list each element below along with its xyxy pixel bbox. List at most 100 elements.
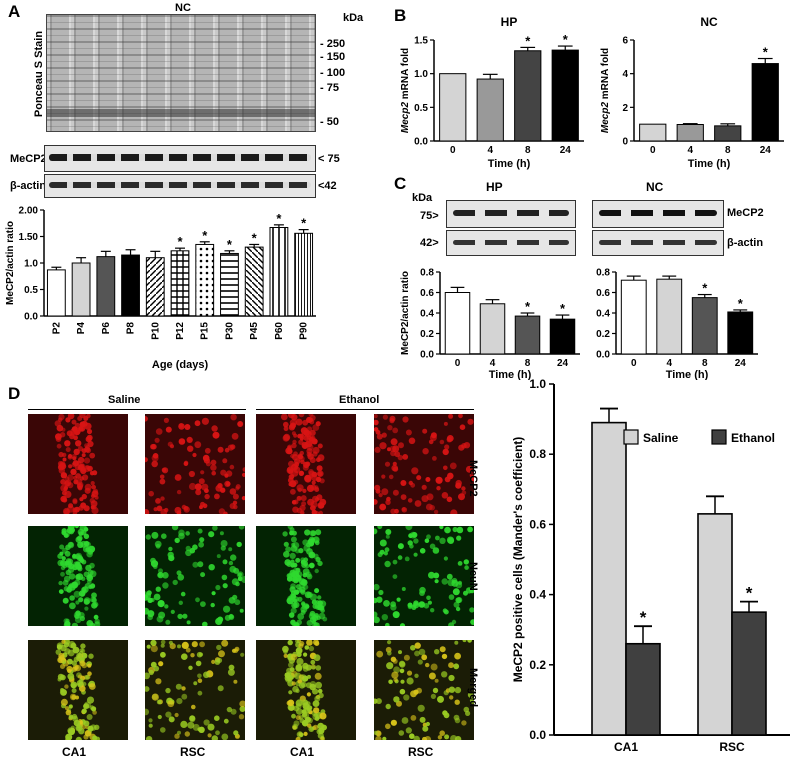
- x-tick-label: 4: [490, 358, 496, 369]
- y-tick-label: 0.6: [420, 288, 434, 299]
- y-tick-label: 0.6: [529, 517, 546, 531]
- kda-label: kDa: [343, 12, 364, 24]
- group-saline: Saline: [108, 394, 141, 406]
- group-ethanol: Ethanol: [339, 394, 380, 406]
- x-tick-label: P90: [299, 322, 310, 340]
- significance-star: *: [276, 211, 282, 226]
- marker-150: - 150: [320, 51, 346, 63]
- bar: [620, 279, 647, 355]
- x-axis-label: Age (days): [152, 359, 209, 371]
- y-tick-label: 6: [622, 36, 628, 47]
- bar: [514, 315, 541, 355]
- bar: [549, 318, 576, 355]
- bar: [697, 513, 733, 736]
- x-tick-label: 4: [487, 145, 493, 156]
- bar: [551, 49, 579, 142]
- x-axis-label: Time (h): [489, 369, 532, 380]
- y-tick-label: 2: [622, 103, 628, 114]
- x-tick-label: P12: [175, 322, 186, 340]
- chart-c-nc-ratio: 0.0 0.2 0.4 0.6 0.8 0 4 * 8 * 24 Time (h): [596, 268, 758, 380]
- panel-label-d: D: [8, 384, 21, 403]
- gel-title: NC: [175, 2, 191, 14]
- y-tick-label: 0.4: [529, 588, 546, 602]
- x-tick-label: P15: [200, 322, 211, 340]
- y-tick-label: 1.5: [414, 36, 428, 47]
- y-tick-label: 1.0: [24, 259, 38, 270]
- bar: [676, 124, 704, 142]
- y-tick-label: 0.4: [596, 309, 610, 320]
- panel-label-b: B: [394, 6, 407, 25]
- bar: [625, 642, 661, 736]
- y-tick-label: 0: [622, 137, 628, 148]
- bar: [145, 257, 165, 317]
- significance-star: *: [525, 33, 531, 48]
- bar: [476, 78, 504, 142]
- bar: [639, 123, 667, 142]
- y-tick-label: 0.2: [529, 658, 546, 672]
- y-tick-label: 1.50: [19, 232, 39, 243]
- x-tick-label: CA1: [614, 740, 638, 754]
- micrograph-merged-ca1-ethanol: [256, 640, 356, 740]
- col-label-ca1-ethanol: CA1: [290, 745, 315, 759]
- c-size-75: 75>: [420, 210, 439, 222]
- x-tick-label: 4: [666, 358, 672, 369]
- x-tick-label: 24: [735, 358, 747, 369]
- micrograph-merged-ca1-saline: [28, 640, 128, 740]
- x-tick-label: P4: [76, 322, 87, 335]
- marker-75: - 75: [320, 82, 339, 94]
- x-tick-label: 0: [631, 358, 637, 369]
- bar: [444, 292, 471, 355]
- c-nc-title: NC: [646, 180, 664, 194]
- micrograph-neun-rsc-ethanol: [374, 526, 474, 626]
- significance-star: *: [525, 299, 531, 314]
- x-tick-label: 8: [702, 358, 708, 369]
- significance-star: *: [202, 228, 208, 243]
- ponceau-gel: [46, 14, 316, 132]
- x-tick-label: P45: [249, 322, 260, 340]
- bar: [244, 246, 264, 317]
- col-label-rsc-saline: RSC: [180, 745, 206, 759]
- bar: [656, 278, 683, 355]
- x-tick-label: P30: [224, 322, 235, 340]
- bar: [479, 303, 506, 355]
- y-tick-label: 0.0: [529, 728, 546, 742]
- bar: [220, 252, 239, 317]
- y-axis-label: MeCP2/actin ratio: [5, 221, 16, 305]
- c-actin-label: β-actin: [727, 237, 764, 249]
- micrograph-mecp2-ca1-saline: [28, 414, 128, 514]
- bar: [727, 311, 754, 355]
- bar: [439, 73, 467, 142]
- x-tick-label: 24: [560, 145, 572, 156]
- significance-star: *: [640, 608, 647, 627]
- significance-star: *: [301, 216, 307, 231]
- y-tick-label: 0.4: [420, 309, 434, 320]
- blot-a-mecp2-size: < 75: [318, 153, 340, 165]
- marker-100: - 100: [320, 67, 346, 79]
- micrograph-mecp2-ca1-ethanol: [256, 414, 356, 514]
- bar: [514, 50, 542, 142]
- significance-star: *: [560, 301, 566, 316]
- x-tick-label: 8: [525, 145, 531, 156]
- blot-c-nc-actin: [592, 230, 724, 256]
- x-axis-label: Time (h): [488, 158, 531, 170]
- bar: [751, 63, 779, 142]
- y-tick-label: 0.0: [596, 350, 610, 361]
- blot-a-actin-label: β-actin: [10, 180, 47, 192]
- x-tick-label: P2: [51, 322, 62, 335]
- bar: [714, 125, 742, 142]
- bar: [691, 297, 718, 355]
- x-tick-label: 24: [760, 145, 772, 156]
- x-tick-label: 4: [687, 145, 693, 156]
- panel-label-a: A: [8, 2, 21, 21]
- x-axis-label: Time (h): [666, 369, 709, 380]
- marker-250: - 250: [320, 38, 346, 50]
- bar: [121, 254, 140, 317]
- y-axis-label: Mecp2 mRNA fold: [400, 48, 411, 133]
- x-tick-label: 8: [725, 145, 731, 156]
- bar: [96, 256, 116, 317]
- row-label-merged: Merged: [467, 668, 479, 708]
- c-kda-label: kDa: [412, 192, 433, 204]
- y-tick-label: 0.0: [414, 137, 428, 148]
- chart-title: NC: [700, 15, 718, 29]
